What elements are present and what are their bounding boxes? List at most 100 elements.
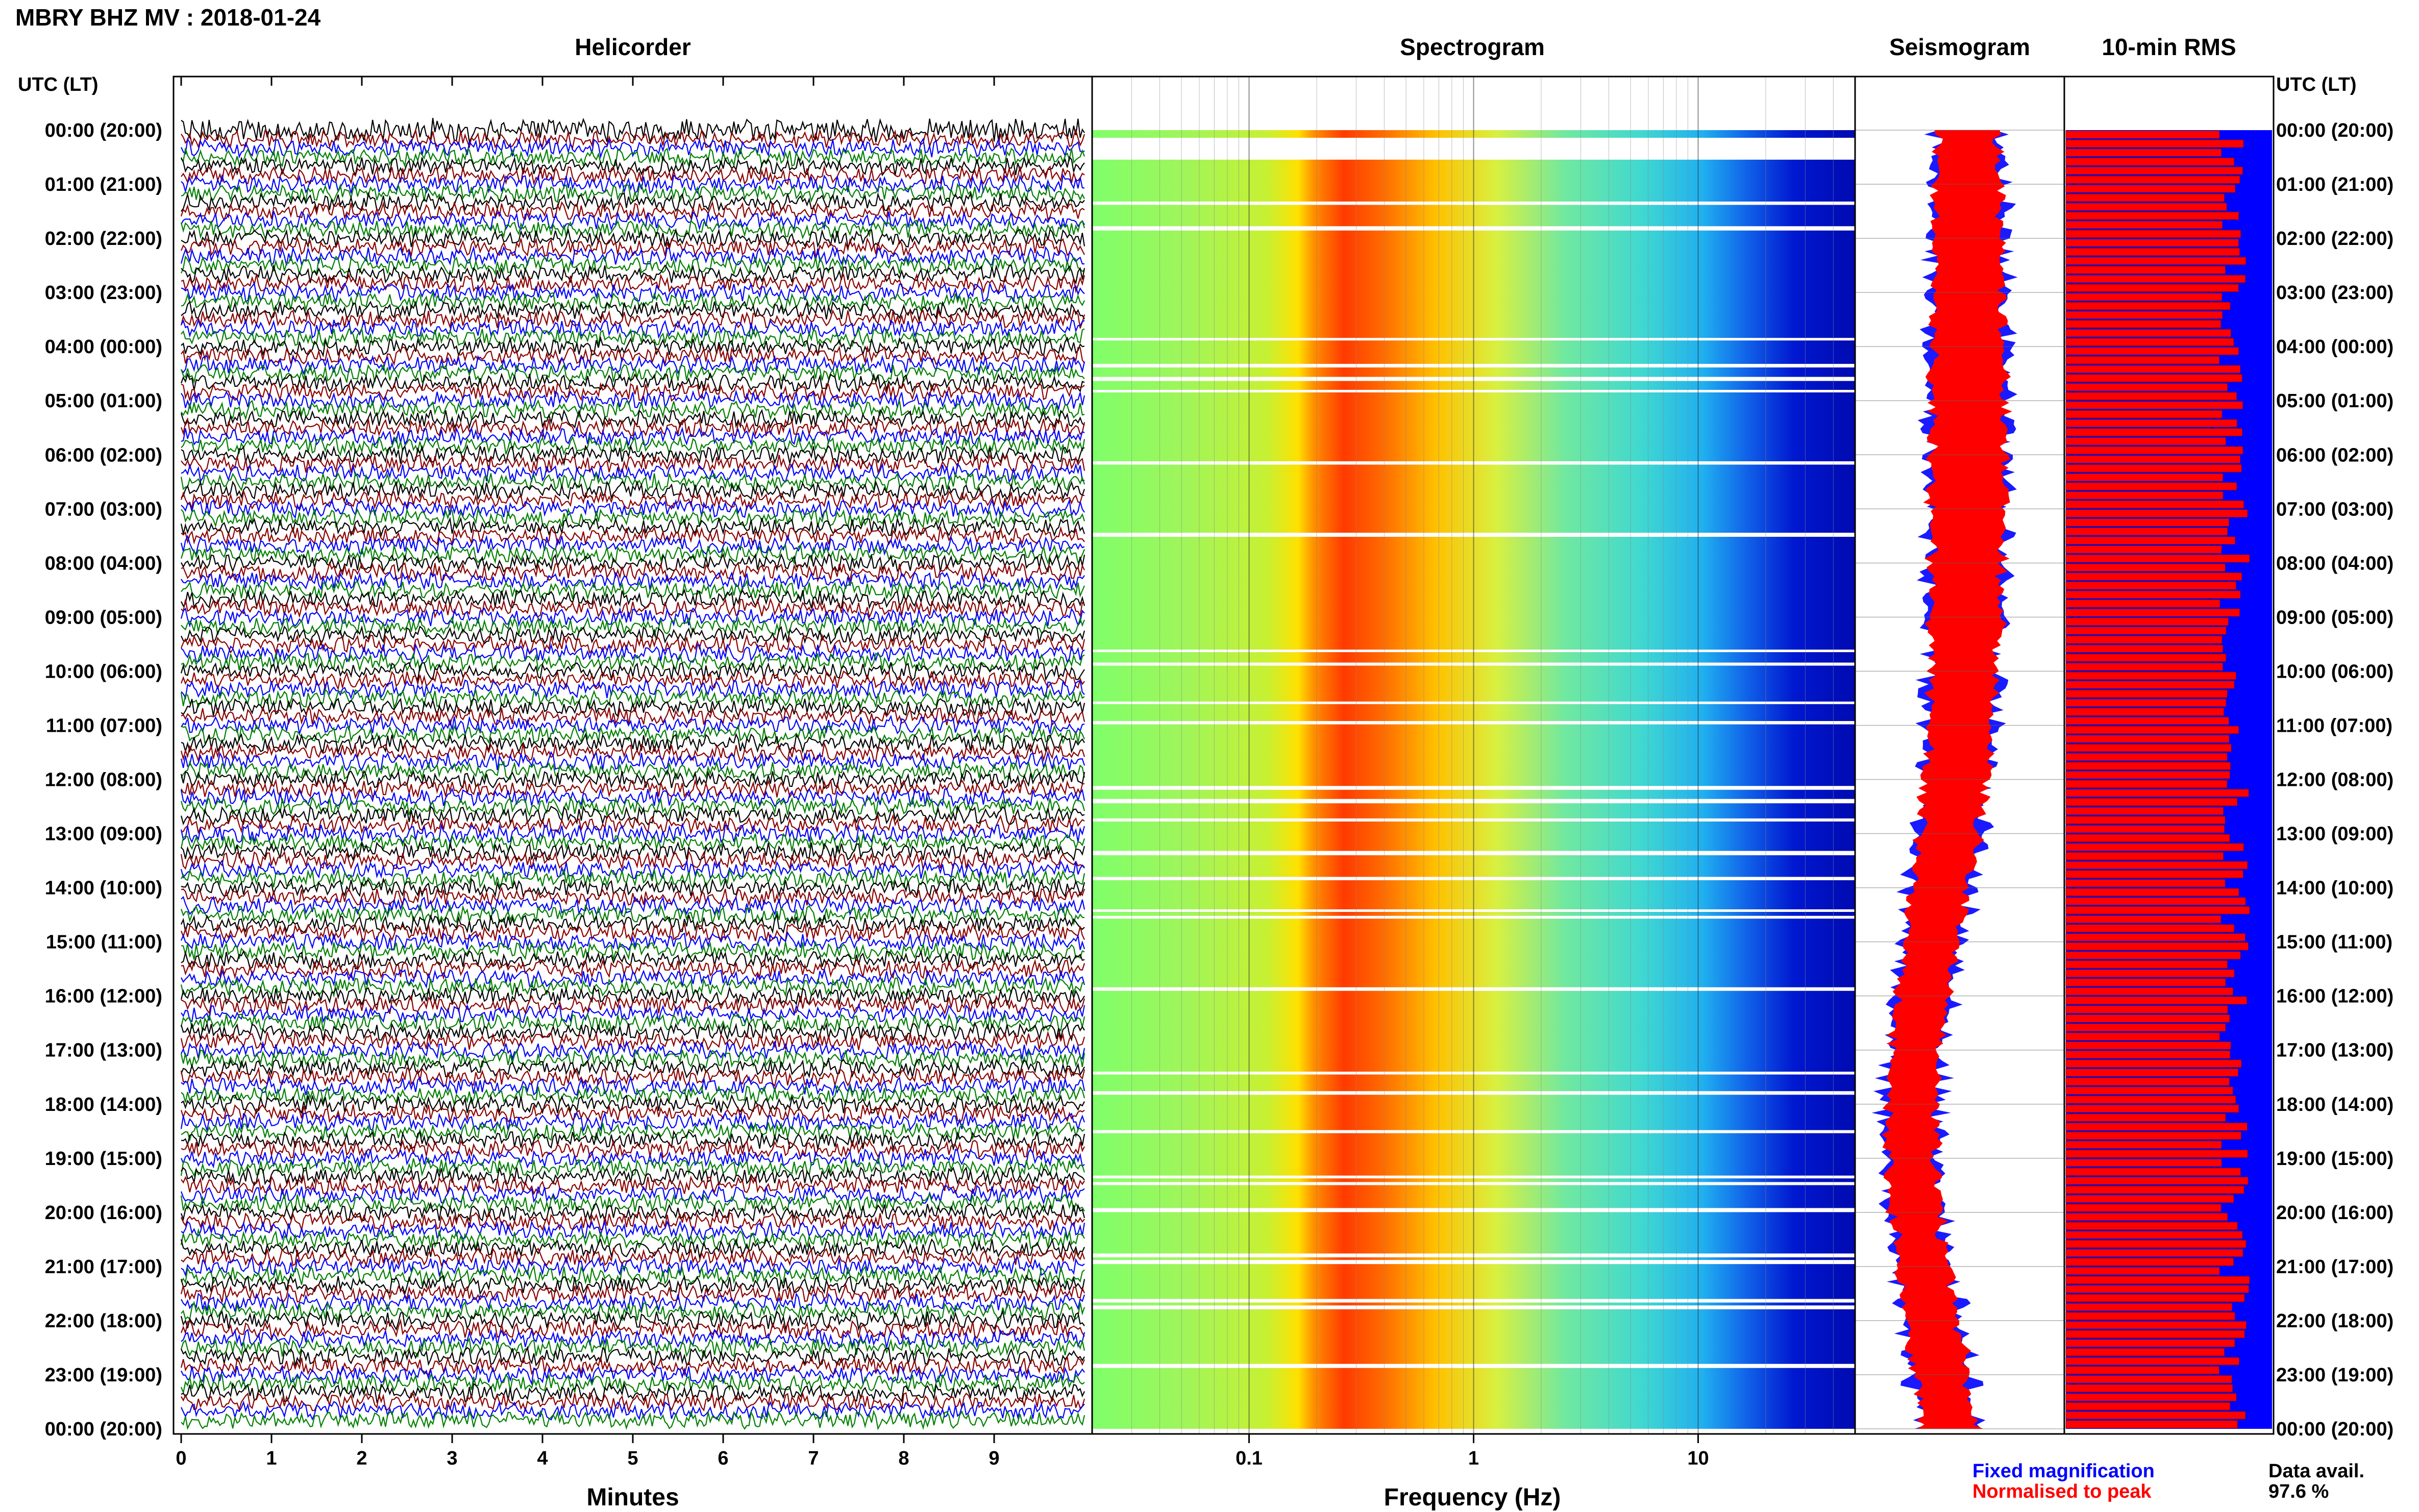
helicorder-trace-line <box>181 877 1085 899</box>
helicorder-trace-line <box>180 544 1085 565</box>
rms-bar <box>2065 1005 2228 1013</box>
helicorder-panel: 0 1 2 3 4 5 6 7 8 9 Minutes <box>172 76 1093 1511</box>
rms-bar <box>2065 1339 2235 1347</box>
data-avail-label: Data avail. <box>2268 1460 2364 1482</box>
rms-bar <box>2065 1384 2233 1393</box>
helicorder-trace-line <box>180 1373 1085 1395</box>
helicorder-trace-line <box>181 1301 1085 1322</box>
rms-bar <box>2065 852 2224 860</box>
rms-bar <box>2065 897 2246 905</box>
rms-bar <box>2065 960 2228 969</box>
rms-bar <box>2065 193 2225 202</box>
rms-bar <box>2065 1411 2246 1420</box>
helicorder-trace-line <box>181 642 1085 664</box>
time-label-left: 01:00 (21:00) <box>45 174 162 195</box>
helicorder-trace-line <box>181 895 1085 916</box>
time-label-right: 08:00 (04:00) <box>2276 553 2393 574</box>
rms-bar <box>2065 1258 2234 1266</box>
rms-bar <box>2065 789 2249 797</box>
helicorder-trace-line <box>181 1265 1085 1287</box>
rms-bar <box>2065 1393 2237 1401</box>
helicorder-trace-line <box>181 1130 1085 1151</box>
rms-bar <box>2065 780 2228 788</box>
right-axis-title: UTC (LT) <box>2276 74 2357 95</box>
rms-bar <box>2065 500 2244 509</box>
helicorder-trace-line <box>181 1220 1085 1242</box>
x-tick-label: 1 <box>1468 1448 1479 1469</box>
time-label-left: 09:00 (05:00) <box>45 607 162 628</box>
time-label-left: 05:00 (01:00) <box>45 390 162 412</box>
rms-bar <box>2065 1222 2238 1230</box>
rms-bar <box>2065 1185 2244 1194</box>
helicorder-trace-line <box>181 1328 1085 1349</box>
rms-bar <box>2065 933 2245 941</box>
rms-bar <box>2065 239 2239 247</box>
spectrogram-xlabel: Frequency (Hz) <box>1384 1484 1561 1511</box>
helicorder-trace-line <box>181 1075 1085 1097</box>
helicorder-trace-line <box>180 1013 1085 1033</box>
time-label-right: 18:00 (14:00) <box>2276 1094 2393 1116</box>
rms-bar <box>2065 627 2227 635</box>
rms-bar <box>2065 906 2250 914</box>
time-label-left: 18:00 (14:00) <box>45 1094 162 1116</box>
rms-bar <box>2065 1123 2248 1131</box>
time-label-left: 13:00 (09:00) <box>45 824 162 845</box>
rms-bar <box>2065 1141 2222 1149</box>
rms-bar <box>2065 212 2239 220</box>
rms-bar <box>2065 1096 2236 1104</box>
rms-bar <box>2065 1375 2232 1383</box>
helicorder-trace-line <box>180 913 1085 935</box>
time-label-left: 03:00 (23:00) <box>45 282 162 304</box>
rms-bar <box>2065 329 2231 337</box>
rms-bar <box>2065 699 2227 707</box>
helicorder-trace-line <box>181 968 1085 989</box>
rms-bar <box>2065 1195 2234 1203</box>
rms-bar <box>2065 581 2236 590</box>
rms-bar <box>2065 1204 2221 1212</box>
rms-bar <box>2065 969 2235 978</box>
rms-bar <box>2065 1267 2220 1275</box>
rms-bar <box>2065 654 2227 662</box>
rms-bar <box>2065 347 2239 355</box>
rms-bar <box>2065 1069 2238 1077</box>
rms-bar <box>2065 1312 2235 1320</box>
right-time-labels: 00:00 (20:00) 01:00 (21:00) 02:00 (22:00) 0… <box>2276 120 2393 1440</box>
rms-bar <box>2065 374 2242 382</box>
helicorder-trace-line <box>180 1355 1085 1377</box>
helicorder-trace-line <box>181 300 1085 321</box>
rms-bar <box>2065 617 2229 626</box>
rms-bar <box>2065 942 2249 951</box>
helicorder-trace-line <box>181 1040 1085 1061</box>
rms-bar <box>2065 311 2223 319</box>
rms-bar <box>2065 203 2227 211</box>
helicorder-trace-line <box>180 633 1085 655</box>
rms-bar <box>2065 1050 2231 1059</box>
helicorder-trace-line <box>180 362 1085 384</box>
helicorder-trace-line <box>181 117 1085 144</box>
rms-bar <box>2065 437 2226 445</box>
helicorder-title: Helicorder <box>575 34 691 60</box>
rms-bar <box>2065 383 2228 391</box>
rms-bar <box>2065 1366 2219 1374</box>
rms-bar <box>2065 275 2246 283</box>
rms-bar <box>2065 473 2224 482</box>
x-tick-label: 1 <box>266 1448 277 1469</box>
helicorder-trace-line <box>181 389 1085 411</box>
helicorder-trace-line <box>181 399 1085 421</box>
rms-bar <box>2065 608 2240 617</box>
helicorder-trace-line <box>181 588 1085 610</box>
helicorder-trace-line <box>180 822 1085 845</box>
rms-bar <box>2065 158 2234 166</box>
rms-bar <box>2065 491 2224 500</box>
rms-bar <box>2065 148 2221 157</box>
helicorder-trace-line <box>180 409 1085 430</box>
rms-bar <box>2065 247 2240 256</box>
rms-bar <box>2065 1294 2245 1302</box>
helicorder-trace-line <box>181 128 1085 150</box>
rms-bar <box>2065 338 2234 346</box>
rms-bar <box>2065 708 2224 716</box>
rms-bar <box>2065 1177 2249 1185</box>
rms-bar <box>2065 482 2237 490</box>
helicorder-trace-line <box>180 1183 1085 1205</box>
rms-bar <box>2065 554 2250 563</box>
